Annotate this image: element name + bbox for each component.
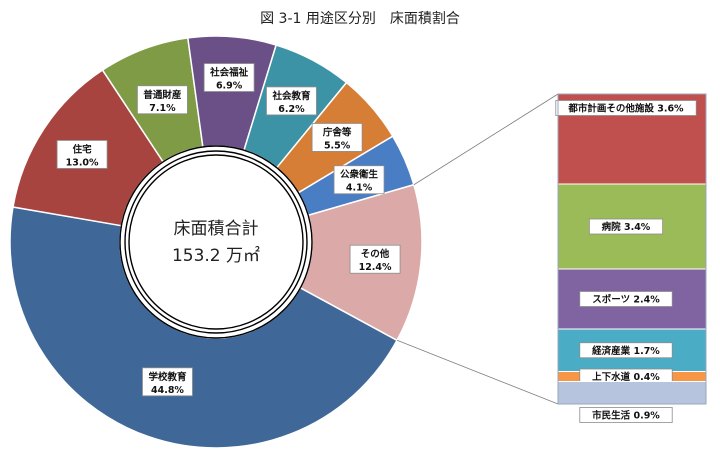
pie-label-社会福祉: 社会福祉 6.9%: [203, 63, 255, 92]
connector-lines: [396, 93, 559, 405]
pie-label-box: [311, 123, 363, 152]
pie-label-box: [333, 165, 385, 195]
bar-label-市民生活: 市民生活 0.9%: [592, 410, 660, 422]
pie-label-value: 13.0%: [66, 157, 99, 168]
pie-label-name: 社会福祉: [209, 67, 249, 79]
pie-label-box: [349, 244, 401, 274]
pie-label-name: 社会教育: [271, 90, 311, 102]
pie-label-住宅: 住宅 13.0%: [56, 140, 108, 169]
pie-label-name: 学校教育: [148, 371, 187, 383]
pie-label-name: 公衆衛生: [340, 169, 379, 181]
bar-label-box: [589, 218, 664, 235]
pie-label-value: 7.1%: [149, 103, 176, 114]
pie-label-value: 6.2%: [278, 104, 305, 115]
bar-frame: [557, 93, 707, 405]
pie-label-name: 庁舎等: [322, 126, 352, 138]
pie-label-学校教育: 学校教育 44.8%: [142, 367, 193, 397]
center-value: 153.2 万㎡: [172, 246, 260, 266]
bar-label-病院: 病院 3.4%: [602, 221, 651, 233]
chart-title: 図 3-1 用途区分別 床面積割合: [260, 10, 460, 27]
center-label: 床面積合計: [174, 219, 259, 239]
connector-line-top: [413, 93, 559, 186]
donut-chart: 学校教育 44.8% 住宅 13.0% 普通財産 7.1% 社会福祉 6.9% 社会教育 6.2%…: [9, 35, 423, 449]
bar-label-上下水道: 上下水道 0.4%: [592, 371, 660, 383]
pie-label-box: [142, 367, 193, 397]
bar-label-スポーツ: スポーツ 2.4%: [592, 294, 660, 306]
pie-label-name: その他: [361, 248, 390, 260]
pie-label-その他: その他 12.4%: [349, 244, 401, 274]
pie-label-庁舎等: 庁舎等 5.5%: [311, 123, 363, 152]
pie-label-box: [266, 86, 317, 116]
pie-label-box: [203, 63, 255, 92]
pie-label-value: 6.9%: [216, 81, 243, 92]
pie-label-社会教育: 社会教育 6.2%: [266, 86, 317, 116]
pie-label-name: 住宅: [73, 143, 93, 155]
pie-label-公衆衛生: 公衆衛生 4.1%: [333, 165, 385, 195]
pie-label-value: 5.5%: [324, 140, 351, 151]
pie-label-普通財産: 普通財産 7.1%: [137, 85, 188, 115]
pie-label-value: 44.8%: [151, 385, 184, 396]
donut-center: 床面積合計 153.2 万㎡: [119, 145, 313, 339]
pie-label-value: 12.4%: [359, 262, 392, 273]
pie-label-box: [56, 140, 108, 169]
bar-label-box: [579, 407, 673, 423]
breakdown-stacked-bar: 都市計画その他施設 3.6% 病院 3.4% スポーツ 2.4% 経済産業 1.7% 上…: [555, 93, 707, 423]
connector-line-bottom: [396, 339, 559, 405]
bar-label-box: [579, 342, 673, 359]
bar-label-都市計画その他施設: 都市計画その他施設 3.6%: [567, 103, 684, 115]
bar-label-box: [555, 100, 697, 116]
bar-label-経済産業: 経済産業 1.7%: [592, 345, 660, 357]
pie-label-box: [137, 85, 188, 115]
pie-label-value: 4.1%: [346, 183, 373, 194]
bar-segment-市民生活: [557, 381, 707, 405]
pie-label-name: 普通財産: [143, 89, 182, 101]
bar-label-box: [579, 291, 673, 307]
